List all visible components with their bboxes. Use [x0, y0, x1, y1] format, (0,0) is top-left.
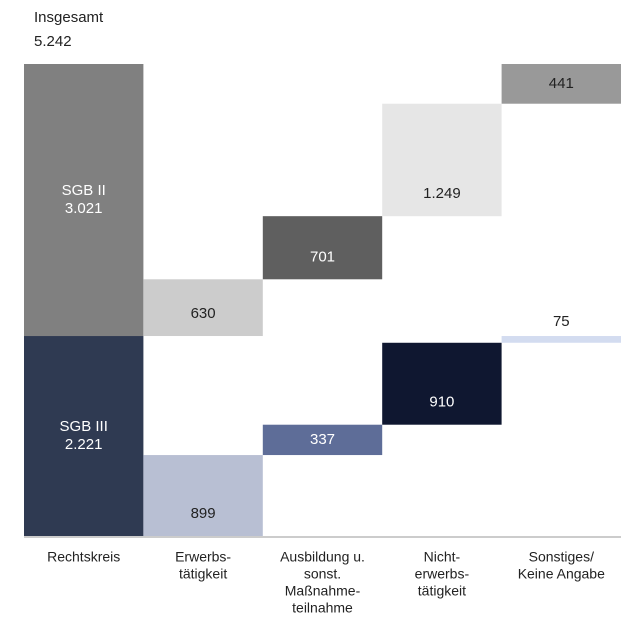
category-label: Erwerbs-: [175, 549, 231, 565]
value-label: 899: [191, 505, 216, 522]
series-name: SGB III: [60, 418, 108, 435]
value-label: 701: [310, 248, 335, 265]
category-label: tätigkeit: [418, 583, 466, 599]
part-bar: [262, 216, 383, 280]
value-label: 75: [553, 313, 570, 330]
value-label: 1.249: [423, 185, 461, 202]
category-label: teilnahme: [292, 600, 353, 616]
total-name: Insgesamt: [34, 9, 104, 26]
category-label: Rechtskreis: [47, 549, 120, 565]
value-label: 910: [429, 394, 454, 411]
part-bar: [501, 64, 621, 104]
part-bar: [382, 342, 502, 425]
value-label: 630: [191, 305, 216, 322]
series-name: SGB II: [62, 182, 106, 199]
category-label: erwerbs-: [415, 566, 470, 582]
category-label: Ausbildung u.: [280, 549, 365, 565]
category-label: Maßnahme-: [285, 583, 361, 599]
category-label: Nicht-: [424, 549, 461, 565]
part-bar: [382, 103, 502, 217]
part-bar: [501, 336, 621, 343]
total-bar: [24, 336, 144, 536]
category-label: Sonstiges/: [529, 549, 594, 565]
part-bar: [262, 424, 383, 456]
total-label: 2.221: [65, 436, 103, 453]
category-label: Keine Angabe: [518, 566, 605, 582]
total-bar: [24, 64, 144, 337]
category-label: tätigkeit: [179, 566, 227, 582]
value-label: 337: [310, 431, 335, 448]
total-value: 5.242: [34, 33, 72, 50]
value-label: 441: [549, 75, 574, 92]
total-label: 3.021: [65, 200, 103, 217]
part-bar: [143, 455, 263, 536]
category-label: sonst.: [304, 566, 341, 582]
part-bar: [143, 279, 263, 337]
